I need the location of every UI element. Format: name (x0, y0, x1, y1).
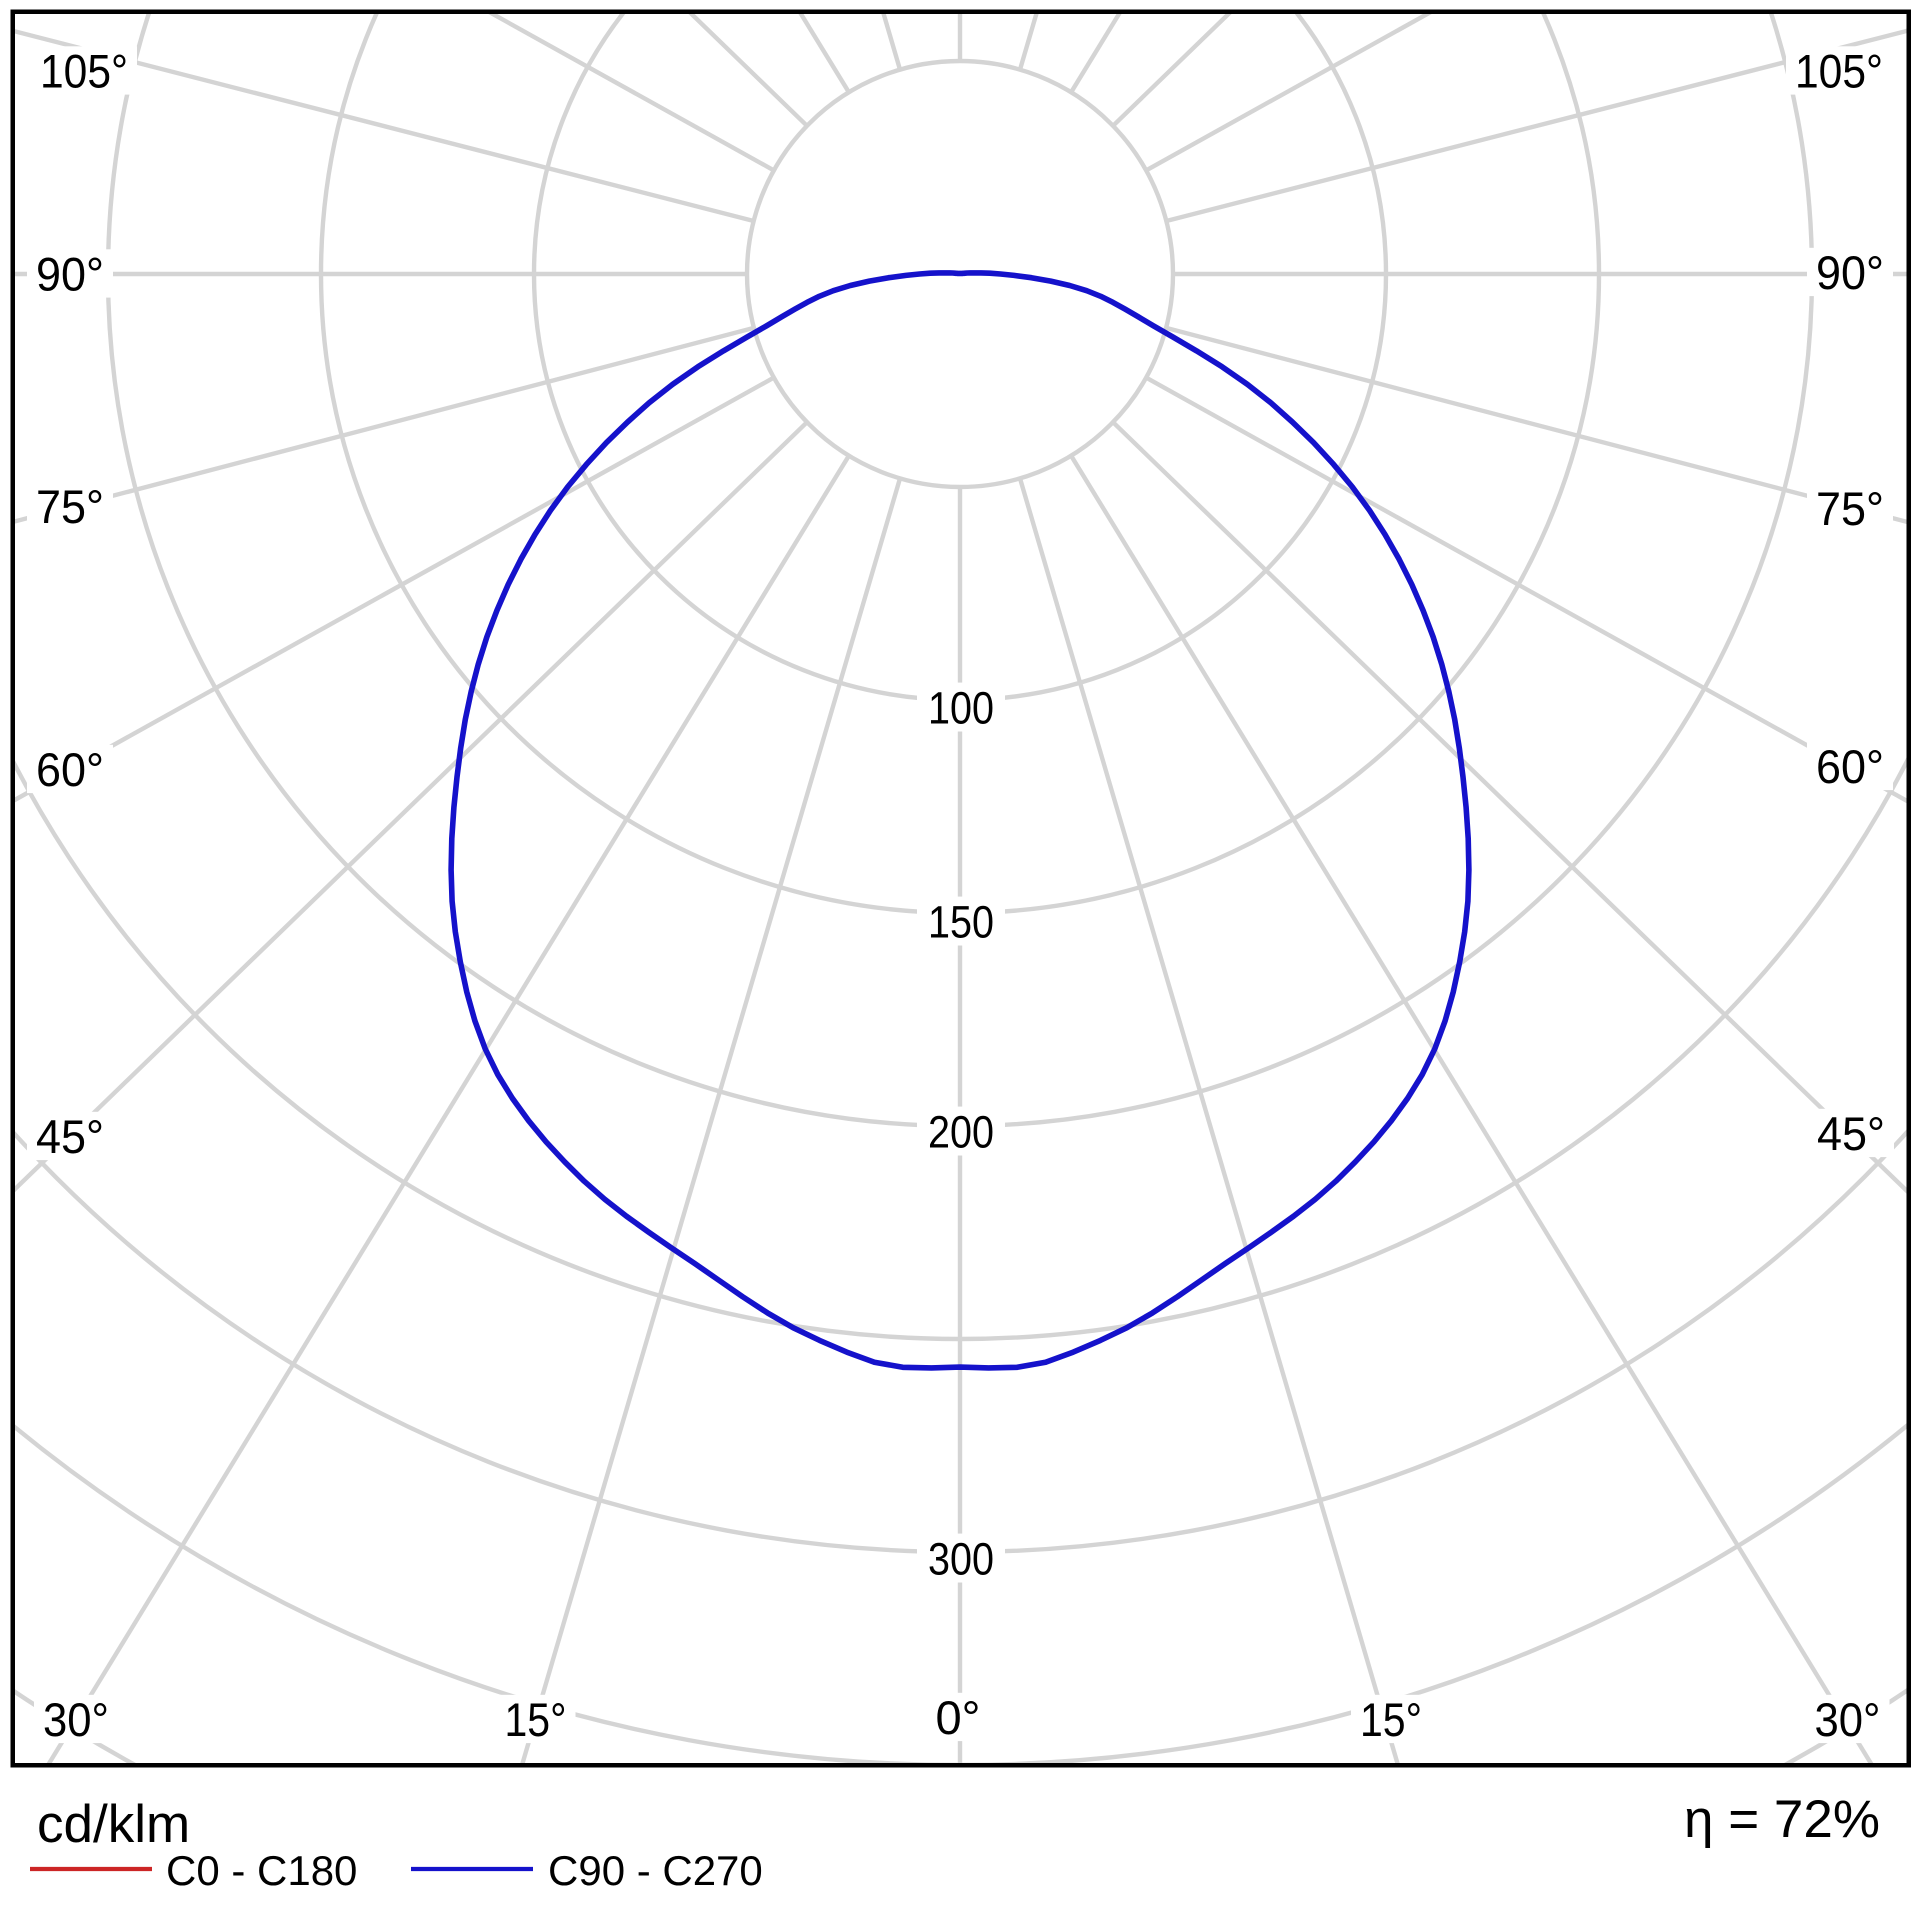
svg-text:90°: 90° (1816, 246, 1884, 299)
svg-text:C90 - C270: C90 - C270 (548, 1847, 763, 1894)
svg-text:300: 300 (928, 1533, 994, 1584)
svg-text:45°: 45° (1817, 1107, 1885, 1160)
svg-text:30°: 30° (43, 1693, 109, 1746)
svg-text:60°: 60° (1816, 740, 1884, 793)
svg-text:75°: 75° (36, 480, 104, 533)
svg-text:η = 72%: η = 72% (1684, 1790, 1880, 1849)
svg-text:150: 150 (928, 896, 994, 947)
svg-text:30°: 30° (1815, 1693, 1881, 1746)
svg-text:100: 100 (928, 682, 994, 733)
svg-text:105°: 105° (40, 45, 128, 98)
svg-text:75°: 75° (1816, 482, 1884, 535)
svg-text:15°: 15° (505, 1693, 567, 1746)
svg-text:60°: 60° (36, 743, 104, 796)
svg-text:90°: 90° (36, 248, 104, 301)
svg-text:15°: 15° (1360, 1693, 1422, 1746)
svg-text:cd/klm: cd/klm (37, 1795, 190, 1854)
svg-text:0°: 0° (936, 1691, 981, 1744)
svg-text:45°: 45° (36, 1110, 104, 1163)
svg-text:C0 - C180: C0 - C180 (166, 1847, 357, 1894)
svg-text:105°: 105° (1795, 45, 1883, 98)
svg-text:200: 200 (928, 1106, 994, 1157)
